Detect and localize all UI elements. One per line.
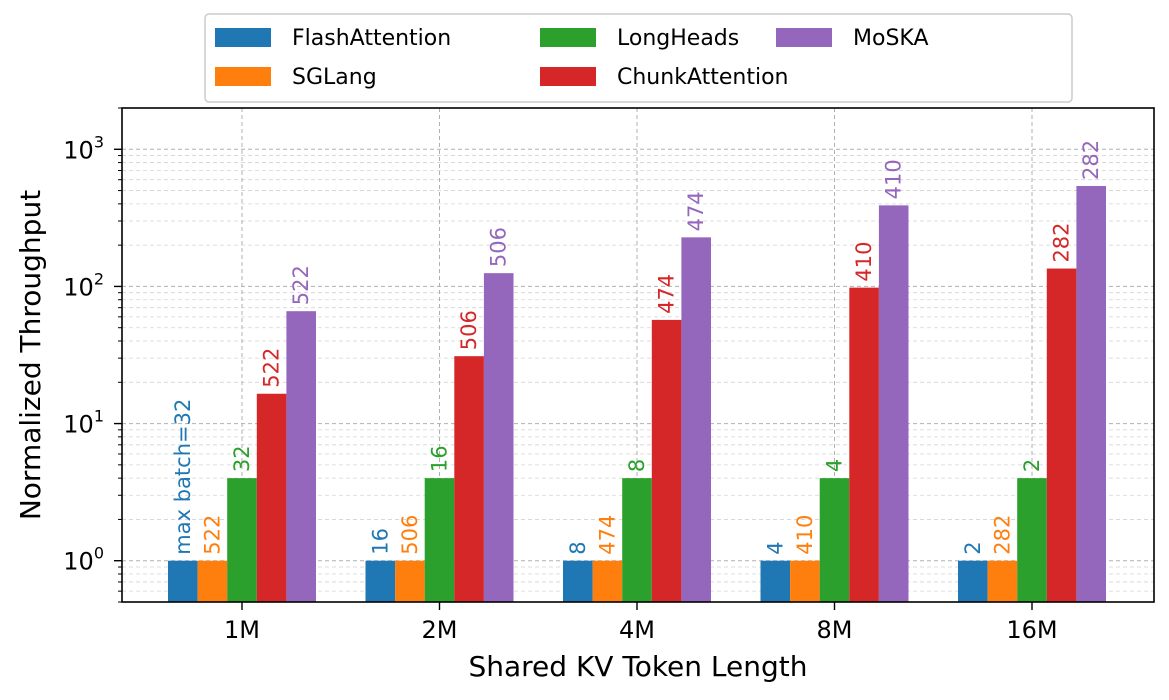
y-tick-label: 102 xyxy=(63,269,104,301)
bar xyxy=(1046,268,1077,602)
legend-swatch xyxy=(215,28,271,47)
bar xyxy=(1017,478,1047,602)
bar-value-label: 32 xyxy=(230,445,254,472)
bar-value-label: 474 xyxy=(684,191,708,231)
bar xyxy=(256,393,287,602)
y-axis-label: Normalized Throughput xyxy=(14,190,47,520)
legend-label: ChunkAttention xyxy=(617,65,788,90)
bar xyxy=(651,319,682,602)
bar-value-label: 16 xyxy=(368,528,392,555)
bar xyxy=(849,287,879,602)
bar xyxy=(454,356,484,602)
bar-value-label: 522 xyxy=(260,348,284,388)
bar-value-label: 8 xyxy=(625,459,649,472)
bar xyxy=(286,311,316,602)
bar xyxy=(197,560,228,602)
x-tick-label: 2M xyxy=(422,616,458,644)
bar xyxy=(622,478,652,602)
bars xyxy=(168,185,1106,602)
bar xyxy=(483,273,514,602)
bar xyxy=(878,205,909,602)
bar-value-label: 282 xyxy=(1079,140,1103,180)
bar-value-label: 8 xyxy=(566,541,590,554)
axis-ticks: 100 101 102 103 1M 2M 4M 8M 16M xyxy=(63,107,1058,644)
legend-swatch xyxy=(776,28,832,47)
bar xyxy=(365,560,396,602)
y-tick-label: 100 xyxy=(63,544,104,576)
legend: FlashAttention SGLang LongHeads ChunkAttent… xyxy=(204,13,1073,103)
x-axis-label: Shared KV Token Length xyxy=(468,650,807,683)
bar-labels: max batch=32 16 8 4 2 522 506 474 410 282 32 16 8 4 2 5… xyxy=(171,140,1103,555)
bar-value-label: 522 xyxy=(200,515,224,555)
x-tick-label: 8M xyxy=(817,616,853,644)
bar-value-label: 410 xyxy=(852,242,876,282)
legend-label: MoSKA xyxy=(853,26,929,51)
bar xyxy=(424,478,455,602)
bar-value-label: 506 xyxy=(457,310,481,350)
bar-value-label: 2 xyxy=(1020,459,1044,472)
x-tick-label: 1M xyxy=(224,616,260,644)
plot-frame xyxy=(121,107,1155,603)
bar-value-label: 474 xyxy=(655,274,679,314)
bar xyxy=(790,560,820,602)
bar-value-label: 506 xyxy=(487,227,511,267)
bar xyxy=(1076,185,1106,602)
bar-value-label: 282 xyxy=(1050,222,1074,262)
bar-value-label: 522 xyxy=(289,265,313,305)
y-tick-label: 103 xyxy=(63,132,104,164)
bar-value-label: 16 xyxy=(428,445,452,472)
y-tick-label: 101 xyxy=(63,407,104,439)
bar xyxy=(958,560,988,602)
bar xyxy=(563,560,593,602)
bar xyxy=(227,478,257,602)
bar-value-label: 2 xyxy=(961,541,985,554)
legend-swatch xyxy=(540,67,596,86)
legend-swatch xyxy=(215,67,271,86)
legend-frame xyxy=(204,13,1073,103)
x-tick-label: 4M xyxy=(619,616,655,644)
bar-value-label: 4 xyxy=(823,459,847,472)
bar xyxy=(592,560,623,602)
x-tick-label: 16M xyxy=(1006,616,1057,644)
bar xyxy=(681,237,711,602)
bar-value-label: 282 xyxy=(990,515,1014,555)
bar-value-label: 506 xyxy=(398,515,422,555)
bar-value-label: 4 xyxy=(763,541,787,554)
bar xyxy=(168,560,198,602)
legend-label: FlashAttention xyxy=(292,26,451,51)
bar-value-label: 474 xyxy=(595,515,619,555)
bar xyxy=(819,478,850,602)
bar-value-label: 410 xyxy=(793,515,817,555)
bar xyxy=(760,560,791,602)
bar xyxy=(987,560,1018,602)
bar xyxy=(395,560,425,602)
bar-value-label: 410 xyxy=(882,159,906,199)
bar-value-label: max batch=32 xyxy=(171,399,195,555)
legend-label: LongHeads xyxy=(617,26,739,51)
legend-label: SGLang xyxy=(292,65,377,90)
legend-swatch xyxy=(540,28,596,47)
